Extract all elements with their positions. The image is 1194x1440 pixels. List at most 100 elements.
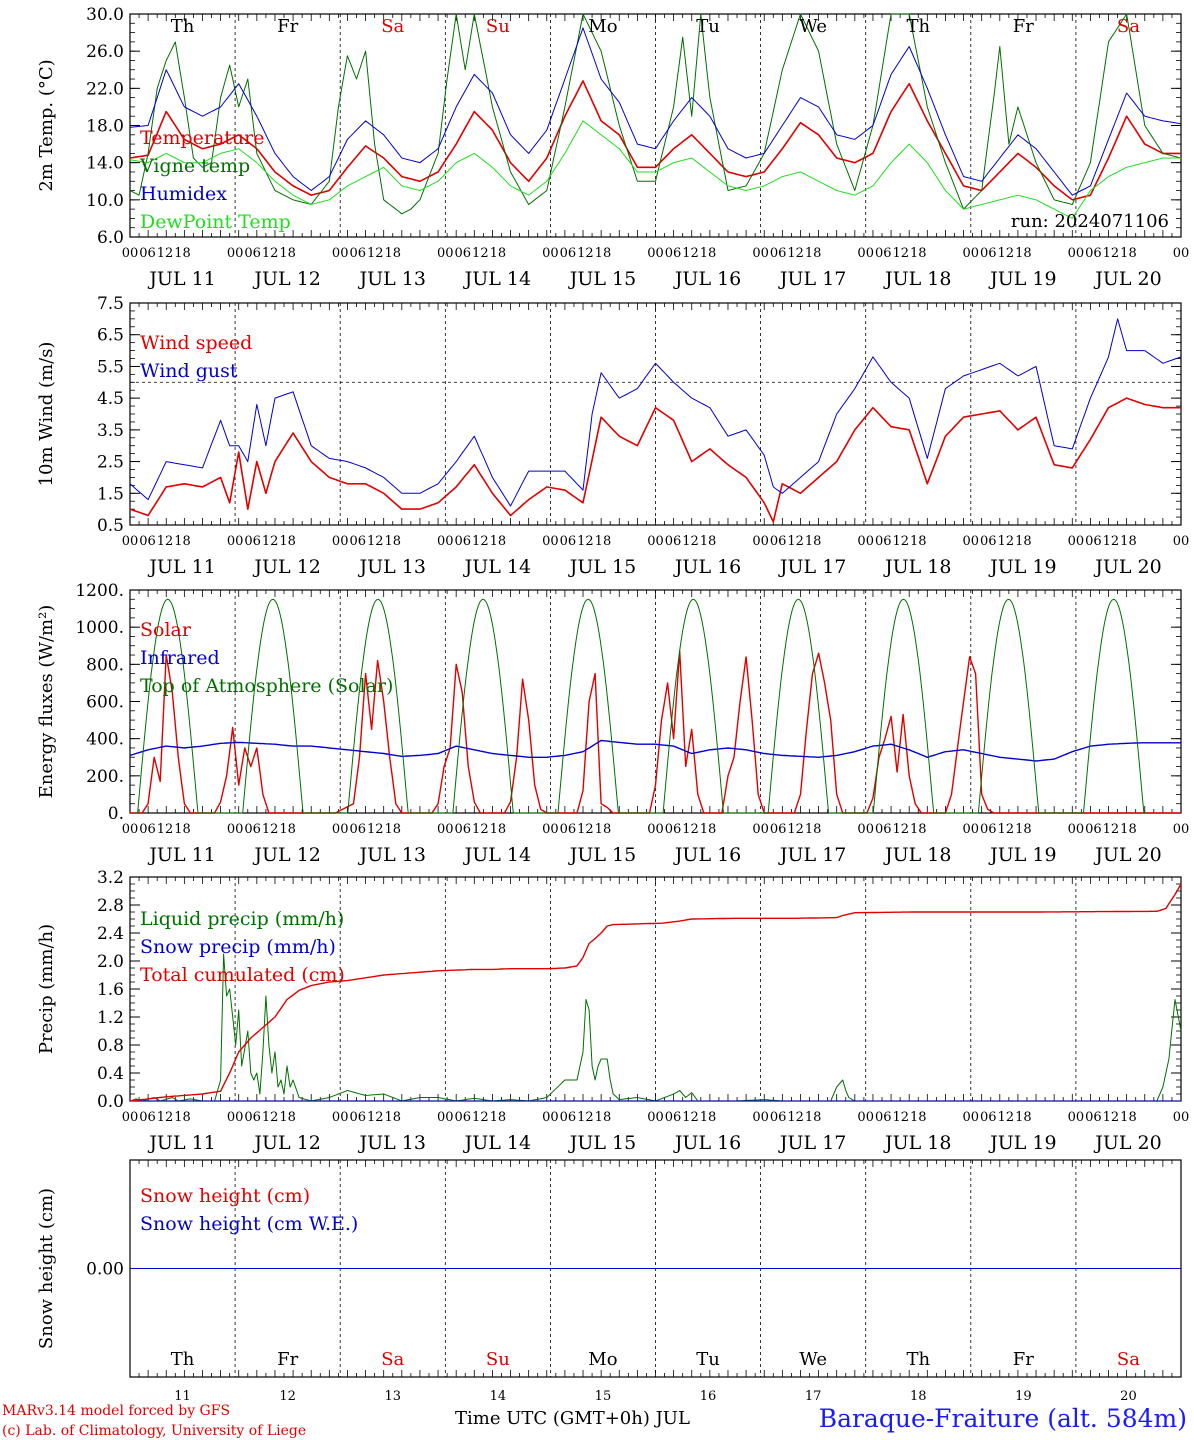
hour-tick-label: 00 <box>963 534 980 549</box>
series-line-temperature <box>129 80 1181 201</box>
hour-tick-label: 06 <box>1085 822 1102 837</box>
hour-tick-label: 18 <box>910 822 927 837</box>
panel-snow <box>129 1159 1182 1378</box>
series-line-humidex <box>129 27 1182 196</box>
y-tick-label: 3.5 <box>97 421 124 441</box>
y-tick-label: 2.4 <box>97 924 124 944</box>
hour-tick-label: 18 <box>700 246 717 261</box>
date-label: JUL 14 <box>463 1132 531 1154</box>
hour-tick-label: 00 <box>963 822 980 837</box>
date-label: JUL 15 <box>568 268 636 290</box>
date-label: JUL 14 <box>463 268 531 290</box>
hour-tick-label: 18 <box>384 1110 401 1125</box>
date-number: 16 <box>700 1389 717 1404</box>
y-axis-label: Precip (mm/h) <box>36 924 57 1054</box>
y-tick-label: 2.5 <box>97 453 124 473</box>
day-name-bottom: Su <box>486 1349 510 1370</box>
hour-tick-label: 12 <box>998 246 1015 261</box>
hour-tick-label: 06 <box>560 246 577 261</box>
hour-tick-label: 06 <box>349 822 366 837</box>
hour-tick-label: 12 <box>157 534 174 549</box>
hour-tick-label: 00 <box>857 246 874 261</box>
date-label: JUL 12 <box>252 1132 320 1154</box>
run-annotation: run: 2024071106 <box>1011 211 1169 232</box>
y-tick-label: 0.5 <box>97 516 124 536</box>
hour-tick-label: 18 <box>279 534 296 549</box>
y-tick-label: 26.0 <box>86 42 124 62</box>
hour-tick-label: 06 <box>875 1110 892 1125</box>
model-credit: MARv3.14 model forced by GFS <box>2 1403 230 1419</box>
date-label: JUL 17 <box>778 844 846 866</box>
y-tick-label: 4.5 <box>97 389 124 409</box>
hour-tick-label: 06 <box>455 1110 472 1125</box>
series-line-vigne-temp <box>129 13 1182 215</box>
hour-tick-label: 00 <box>647 534 664 549</box>
hour-tick-label: 00 <box>542 1110 559 1125</box>
hour-tick-label: 06 <box>875 246 892 261</box>
hour-tick-label: 12 <box>787 534 804 549</box>
hour-tick-label: 06 <box>770 246 787 261</box>
y-tick-label: 0.8 <box>97 1036 124 1056</box>
series-line-total-cumulated-cm- <box>129 883 1182 1102</box>
y-tick-label: 10.0 <box>86 191 124 211</box>
panel-precip <box>129 876 1182 1102</box>
hour-tick-label: 00 <box>647 822 664 837</box>
date-label: JUL 20 <box>1093 1132 1161 1154</box>
hour-tick-label: 12 <box>787 1110 804 1125</box>
date-label: JUL 16 <box>673 268 741 290</box>
panel-energy <box>129 589 1182 814</box>
hour-tick-label: 18 <box>595 534 612 549</box>
y-tick-label: 1000. <box>75 618 124 638</box>
day-name-top: Th <box>906 16 930 37</box>
hour-tick-label: 06 <box>139 534 156 549</box>
y-tick-label: 0.4 <box>97 1064 124 1084</box>
day-name-top: Th <box>171 16 195 37</box>
hour-tick-label: 06 <box>244 246 261 261</box>
date-label: JUL 19 <box>988 844 1056 866</box>
hour-tick-label: 12 <box>892 246 909 261</box>
hour-tick-label: 18 <box>805 534 822 549</box>
hour-tick-label: 00 <box>437 534 454 549</box>
hour-tick-label: 00 <box>542 822 559 837</box>
hour-tick-label: 12 <box>577 822 594 837</box>
date-label: JUL 17 <box>778 1132 846 1154</box>
legend-entry: Temperature <box>140 127 264 149</box>
hour-tick-label: 12 <box>1103 246 1120 261</box>
date-label: JUL 16 <box>673 1132 741 1154</box>
hour-tick-label: 12 <box>892 822 909 837</box>
day-name-top: We <box>799 16 827 37</box>
hour-tick-label: 12 <box>998 534 1015 549</box>
hour-tick-label: 06 <box>560 534 577 549</box>
hour-tick-label: 12 <box>892 534 909 549</box>
hour-tick-label: 18 <box>490 246 507 261</box>
date-label: JUL 13 <box>358 556 426 578</box>
lab-credit: (c) Lab. of Climatology, University of L… <box>2 1423 306 1439</box>
hour-tick-label: 00 <box>122 246 139 261</box>
hour-tick-label: 12 <box>262 1110 279 1125</box>
hour-tick-label: 12 <box>472 1110 489 1125</box>
hour-tick-label: 18 <box>1120 1110 1137 1125</box>
plot-frame <box>129 13 1182 238</box>
y-tick-label: 1200. <box>75 581 124 601</box>
day-name-bottom: Sa <box>1117 1349 1140 1370</box>
y-tick-label: 600. <box>86 693 124 713</box>
hour-tick-label: 18 <box>490 534 507 549</box>
station-name: Baraque-Fraiture (alt. 584m) <box>819 1404 1187 1433</box>
hour-tick-label: 06 <box>980 1110 997 1125</box>
hour-tick-label: 06 <box>244 822 261 837</box>
hour-tick-label: 00 <box>752 246 769 261</box>
hour-tick-label: 12 <box>472 246 489 261</box>
y-tick-label: 2.8 <box>97 896 124 916</box>
hour-tick-label: 00 <box>227 1110 244 1125</box>
y-tick-label: 1.5 <box>97 484 124 504</box>
y-tick-label: 7.5 <box>97 294 124 314</box>
date-number: 20 <box>1120 1389 1137 1404</box>
hour-tick-label: 12 <box>157 246 174 261</box>
hour-tick-label: 00 <box>437 822 454 837</box>
date-label: JUL 19 <box>988 556 1056 578</box>
hour-tick-label: 18 <box>700 534 717 549</box>
hour-tick-label: 06 <box>560 822 577 837</box>
date-number: 19 <box>1015 1389 1032 1404</box>
series-line-wind-gust <box>129 318 1182 507</box>
hour-tick-label: 06 <box>139 246 156 261</box>
